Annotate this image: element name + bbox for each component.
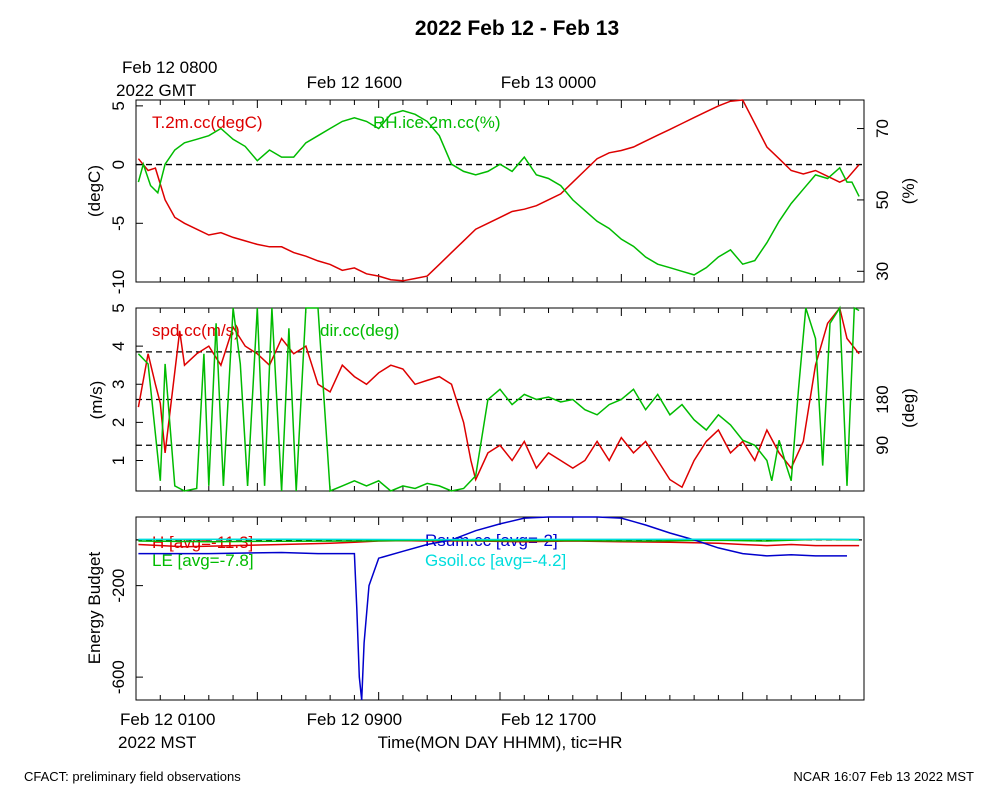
gmt-tick-label: Feb 13 0000 xyxy=(501,73,596,92)
y-tick-label: 5 xyxy=(109,101,128,110)
y-tick-label: -200 xyxy=(109,569,128,603)
panel2-ylabel: (m/s) xyxy=(87,381,106,420)
y-tick-label: 2 xyxy=(109,418,128,427)
series-label-temperature: T.2m.cc(degC) xyxy=(152,113,263,132)
series-label-h: H [avg=-11.3] xyxy=(152,533,253,552)
y-tick-label: 0 xyxy=(109,160,128,169)
y2-tick-label: 30 xyxy=(873,262,892,281)
y2-tick-label: 180 xyxy=(873,385,892,413)
wind-panel: (m/s) (deg) spd.cc(m/s) dir.cc(deg) 5 4 3 2… xyxy=(87,303,918,493)
mst-tick-label: Feb 12 1700 xyxy=(501,710,596,729)
panel1-ylabel: (degC) xyxy=(85,165,104,217)
series-label-rh: RH.ice.2m.cc(%) xyxy=(373,113,501,132)
series-label-le: LE [avg=-7.8] xyxy=(152,551,254,570)
y2-tick-label: 50 xyxy=(873,190,892,209)
y2-tick-label: 70 xyxy=(873,119,892,138)
y-tick-label: -600 xyxy=(109,660,128,694)
series-line-0 xyxy=(137,99,860,282)
gmt-tick-label: Feb 12 1600 xyxy=(307,73,402,92)
y-tick-label: 4 xyxy=(109,341,128,350)
mst-tick-label: Feb 12 0900 xyxy=(307,710,402,729)
y-tick-label: -5 xyxy=(109,216,128,231)
gmt-first-label: Feb 12 0800 xyxy=(122,58,217,77)
series-line-1 xyxy=(137,305,860,493)
mst-tick-labels: Feb 12 0900 Feb 12 1700 xyxy=(307,710,597,729)
panel3-ylabel: Energy Budget xyxy=(85,551,104,664)
series-line-1 xyxy=(137,109,860,276)
y-tick-label: 5 xyxy=(109,303,128,312)
panel2-y2label: (deg) xyxy=(899,388,918,428)
x-axis-label: Time(MON DAY HHMM), tic=HR xyxy=(378,733,623,752)
mst-zone-label: 2022 MST xyxy=(118,733,196,752)
footer-left: CFACT: preliminary field observations xyxy=(24,769,241,784)
mst-first-label: Feb 12 0100 xyxy=(120,710,215,729)
series-line-0 xyxy=(137,306,860,489)
y-tick-label: 1 xyxy=(109,456,128,465)
series-label-gsoil: Gsoil.cc [avg=-4.2] xyxy=(425,551,566,570)
y-tick-label: -10 xyxy=(109,270,128,295)
chart-title: 2022 Feb 12 - Feb 13 xyxy=(415,17,619,40)
series-label-direction: dir.cc(deg) xyxy=(320,321,399,340)
y2-tick-label: 90 xyxy=(873,436,892,455)
gmt-zone-label: 2022 GMT xyxy=(116,81,196,100)
y-tick-label: 3 xyxy=(109,380,128,389)
series-label-speed: spd.cc(m/s) xyxy=(152,321,240,340)
panel1-y2label: (%) xyxy=(899,178,918,204)
gmt-tick-labels: Feb 12 1600 Feb 13 0000 xyxy=(307,73,597,92)
energy-budget-panel: Energy Budget H [avg=-11.3] LE [avg=-7.8… xyxy=(85,516,865,701)
series-line-1 xyxy=(138,538,860,543)
footer-right: NCAR 16:07 Feb 13 2022 MST xyxy=(793,769,974,784)
temperature-rh-panel: (degC) (%) T.2m.cc(degC) RH.ice.2m.cc(%)… xyxy=(85,99,918,295)
series-line-2 xyxy=(138,516,847,701)
